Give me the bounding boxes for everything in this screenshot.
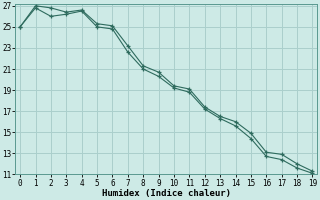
X-axis label: Humidex (Indice chaleur): Humidex (Indice chaleur): [102, 189, 231, 198]
